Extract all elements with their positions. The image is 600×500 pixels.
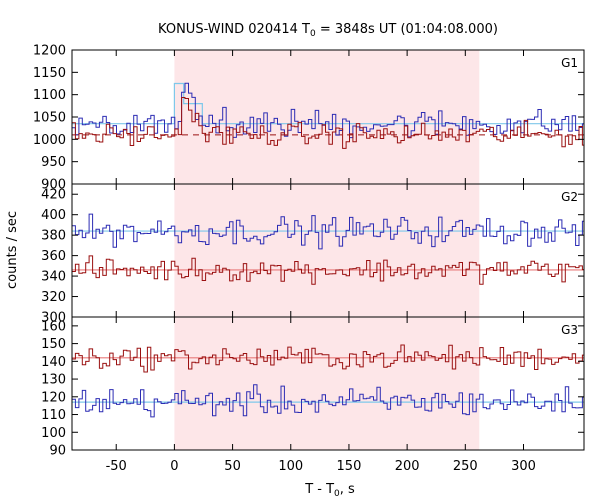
- y-tick-label-g3: 110: [41, 408, 66, 423]
- y-tick-label-g2: 320: [41, 290, 66, 305]
- y-tick-label-g3: 140: [41, 355, 66, 370]
- y-tick-label-g1: 1050: [33, 111, 66, 126]
- panel-frame-g3: [71, 316, 585, 451]
- y-tick-label-g3: 150: [41, 337, 66, 352]
- y-tick-label-g2: 400: [41, 208, 66, 223]
- y-tick-label-g1: 950: [41, 155, 66, 170]
- title-subscript: 0: [310, 29, 316, 39]
- x-tick-label: -50: [106, 459, 127, 474]
- x-axis-label: T - T0, s: [304, 482, 355, 499]
- highlight-interval: [174, 50, 480, 450]
- x-tick-label: 100: [278, 459, 303, 474]
- chart-title: KONUS-WIND 020414 T0 = 3848s UT (01:04:0…: [158, 22, 498, 39]
- series-red-g2: [72, 255, 584, 285]
- panel-plot-g1: [72, 82, 584, 149]
- y-tick-label-g1: 1150: [33, 66, 66, 81]
- panel-label-g1: G1: [561, 56, 578, 70]
- y-tick-label-g1: 900: [41, 178, 66, 193]
- xlabel-post: , s: [340, 482, 355, 497]
- y-tick-label-g1: 1000: [33, 133, 66, 148]
- y-tick-label-g2: 340: [41, 270, 66, 285]
- panel-label-g2: G2: [561, 190, 578, 204]
- x-tick-label: 0: [170, 459, 178, 474]
- xlabel-subscript: 0: [334, 489, 340, 499]
- panel-plot-g2: [72, 213, 584, 285]
- x-tick-label: 150: [337, 459, 362, 474]
- y-tick-label-g2: 420: [41, 188, 66, 203]
- y-tick-label-g3: 120: [41, 390, 66, 405]
- y-tick-label-g2: 380: [41, 229, 66, 244]
- x-tick-label: 300: [511, 459, 536, 474]
- x-tick-label: 50: [224, 459, 241, 474]
- y-tick-label-g3: 90: [49, 444, 66, 459]
- series-blue-g2: [72, 213, 584, 250]
- panel-label-g3: G3: [561, 323, 578, 337]
- x-tick-label: 250: [453, 459, 478, 474]
- title-pre: KONUS-WIND 020414 T: [158, 22, 310, 37]
- y-tick-label-g3: 130: [41, 373, 66, 388]
- title-post: = 3848s UT (01:04:08.000): [316, 22, 498, 37]
- y-tick-label-g2: 360: [41, 249, 66, 264]
- panel-plot-g3: [72, 344, 584, 418]
- y-tick-label-g1: 1200: [33, 44, 66, 59]
- series-red-g1: [72, 97, 584, 149]
- series-blue-g1: [72, 82, 584, 139]
- plot-area: 90095010001050110011501200G1300320340360…: [33, 44, 585, 474]
- y-axis-label: counts / sec: [5, 211, 20, 289]
- series-red-g3: [72, 344, 584, 373]
- y-tick-label-g1: 1100: [33, 88, 66, 103]
- y-tick-label-g2: 300: [41, 311, 66, 326]
- xlabel-pre: T - T: [304, 482, 334, 497]
- x-tick-label: 200: [395, 459, 420, 474]
- y-tick-label-g3: 160: [41, 319, 66, 334]
- y-tick-label-g3: 100: [41, 426, 66, 441]
- series-blue-g3: [72, 384, 584, 418]
